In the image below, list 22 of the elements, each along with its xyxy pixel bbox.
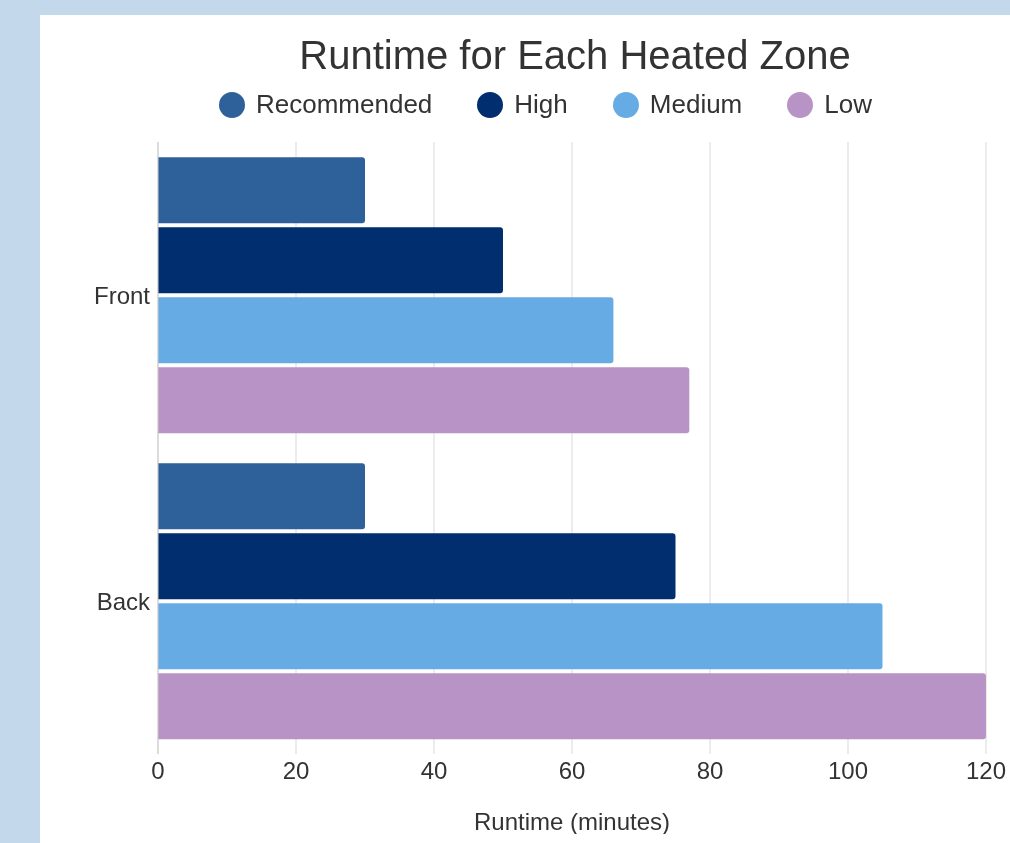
x-tick-label: 20 <box>282 757 310 785</box>
legend-label: Medium <box>648 89 743 120</box>
x-tick-label: 0 <box>151 757 165 785</box>
y-tick-label: Back <box>96 587 151 615</box>
x-tick-label: 100 <box>827 757 869 785</box>
x-tick-label: 120 <box>965 757 1007 785</box>
legend-label: High <box>513 89 568 120</box>
bar <box>158 673 986 740</box>
legend-label: Recommended <box>255 89 433 120</box>
bar <box>158 367 690 434</box>
x-tick-label: 80 <box>696 757 724 785</box>
bar <box>158 297 614 364</box>
bar <box>158 603 883 670</box>
x-tick-label: 60 <box>558 757 586 785</box>
legend-label: Low <box>823 89 872 120</box>
bar <box>158 533 676 600</box>
bar <box>158 463 365 530</box>
bar <box>158 157 365 224</box>
bar <box>158 227 503 294</box>
x-tick-label: 40 <box>420 757 448 785</box>
chart-title: Runtime for Each Heated Zone <box>298 33 852 79</box>
y-tick-label: Front <box>93 281 151 309</box>
